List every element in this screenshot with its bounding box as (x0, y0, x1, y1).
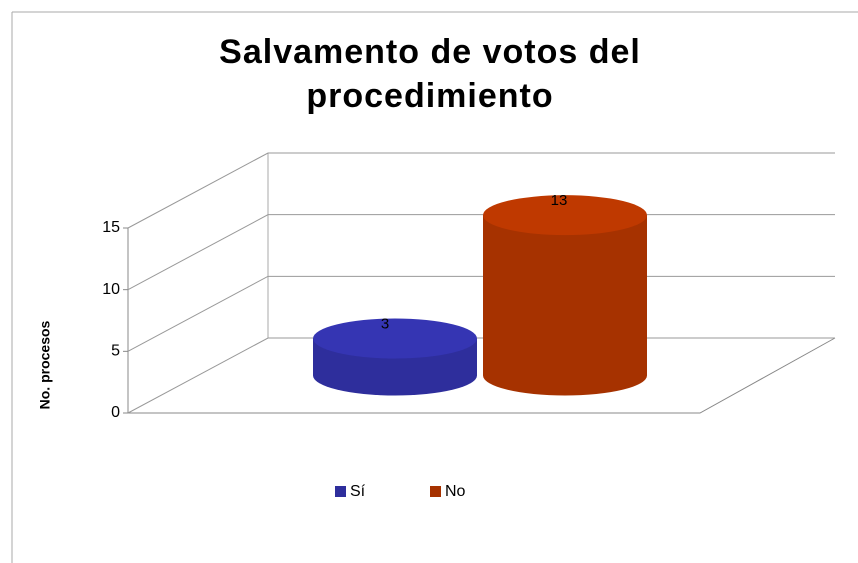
grid-line (127, 214, 835, 291)
cylinder-top (313, 318, 477, 359)
legend-swatch (335, 486, 346, 497)
y-tick-label: 10 (102, 281, 120, 298)
value-label: 13 (551, 192, 568, 209)
cylinder-body (483, 215, 647, 396)
legend-label: Sí (350, 483, 366, 500)
y-tick-label: 0 (111, 404, 120, 421)
chart-title: Salvamento de votos del procedimiento (219, 33, 641, 115)
y-axis-label: No. procesos (37, 320, 53, 409)
grid-line (127, 337, 835, 414)
legend-swatch (430, 486, 441, 497)
cylinder-top (483, 195, 647, 236)
grid-line (127, 152, 835, 229)
grid-line (127, 275, 835, 352)
y-tick-label: 5 (111, 343, 120, 360)
floor-edge (128, 337, 836, 414)
value-label: 3 (381, 315, 389, 332)
legend-label: No (445, 483, 466, 500)
y-tick-label: 15 (102, 219, 120, 236)
